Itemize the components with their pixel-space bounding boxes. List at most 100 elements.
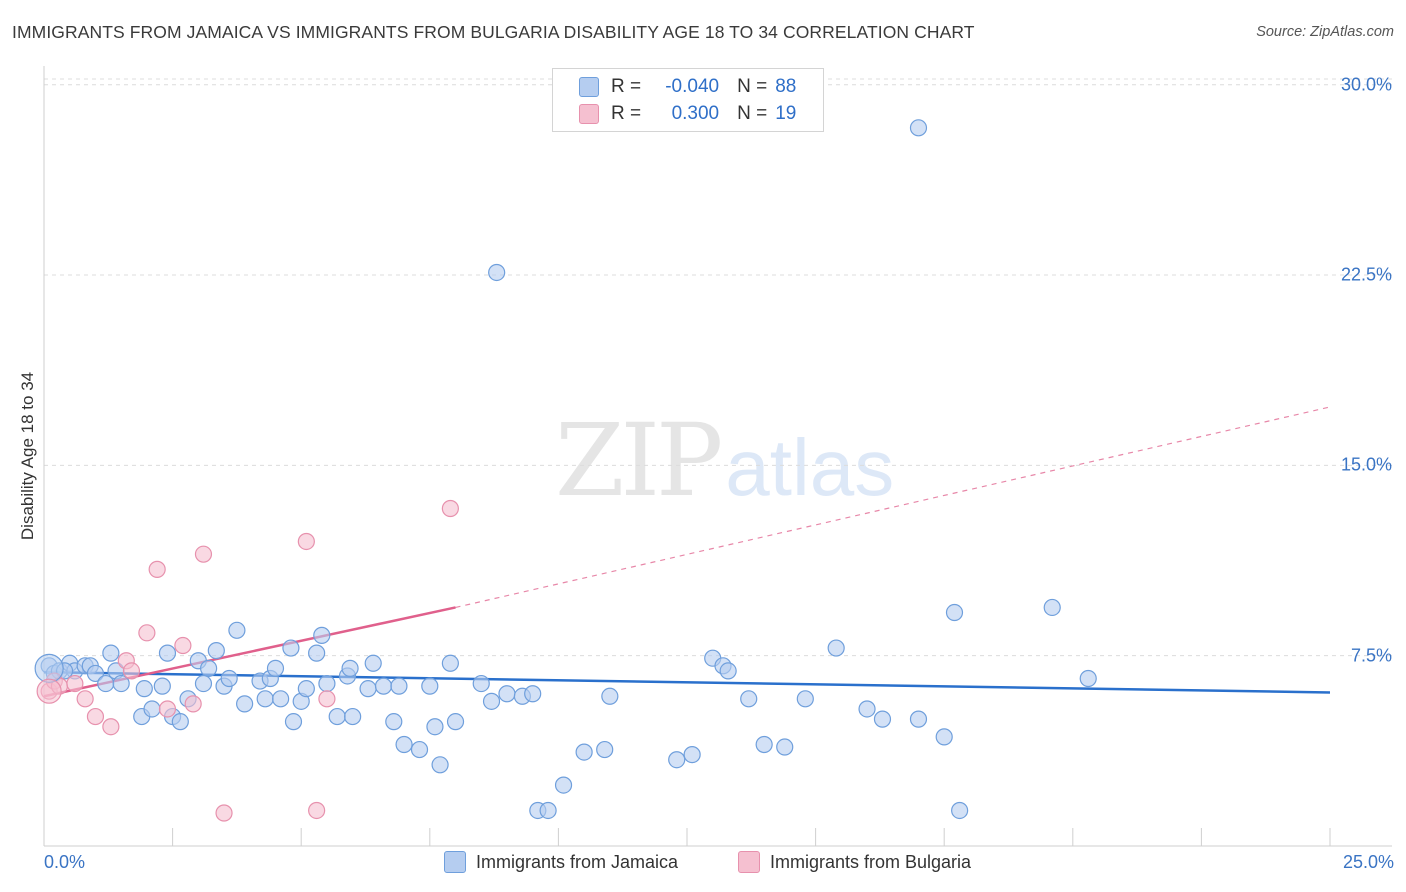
jamaica-point (858, 700, 876, 718)
jamaica-point (374, 677, 393, 695)
jamaica-point (220, 669, 238, 688)
jamaica-point (755, 735, 773, 754)
legend-n-label: N = (737, 103, 768, 124)
jamaica-point (873, 710, 892, 728)
jamaica-point (341, 659, 359, 677)
bulgaria-point (308, 801, 326, 820)
jamaica-point (143, 700, 161, 718)
chart-title: IMMIGRANTS FROM JAMAICA VS IMMIGRANTS FR… (12, 22, 975, 42)
jamaica-point (796, 690, 814, 708)
legend-r-value: 0.300 (671, 103, 720, 124)
correlation-legend: R = -0.040 N = 88 R = 0.300 N = 19 (552, 68, 824, 132)
jamaica-point (951, 801, 969, 820)
jamaica-point (344, 707, 362, 726)
bottom-legend-swatch-jamaica (444, 851, 466, 873)
jamaica-point (498, 685, 516, 703)
bottom-legend-label-bulgaria: Immigrants from Bulgaria (770, 851, 972, 872)
jamaica-point (719, 662, 737, 680)
jamaica-point (421, 677, 439, 695)
bulgaria-point (138, 624, 156, 642)
y-axis-label: Disability Age 18 to 34 (18, 371, 37, 541)
jamaica-point (539, 801, 557, 820)
jamaica-point (683, 746, 701, 764)
legend-swatch-bulgaria (579, 104, 599, 124)
jamaica-point (200, 659, 218, 677)
jamaica-point (228, 621, 246, 639)
jamaica-point (410, 740, 429, 759)
jamaica-point (740, 690, 758, 708)
bulgaria-point (215, 804, 233, 822)
jamaica-point (171, 713, 189, 731)
jamaica-point (194, 674, 213, 693)
legend-r-value: -0.040 (665, 76, 720, 97)
source-credit: Source: ZipAtlas.com (1256, 24, 1394, 40)
jamaica-point (102, 644, 120, 662)
jamaica-point (776, 738, 794, 756)
jamaica-point (282, 639, 300, 657)
bulgaria-point (441, 499, 459, 518)
legend-row-bulgaria: R = 0.300 N = 19 (579, 102, 796, 126)
bulgaria-point (36, 678, 62, 704)
bulgaria-point (102, 718, 120, 736)
jamaica-point (385, 713, 403, 731)
trend-lines (43, 406, 1331, 698)
jamaica-point (601, 687, 619, 705)
jamaica-point (441, 654, 459, 672)
y-tick-label: 15.0% (1340, 454, 1392, 475)
y-tick-label: 7.5% (1350, 645, 1392, 666)
legend-n-label: N = (737, 76, 768, 97)
jamaica-point (112, 674, 130, 693)
legend-swatch-jamaica (579, 77, 599, 97)
legend-r-label: R = (611, 103, 642, 124)
bulgaria-point (184, 695, 202, 713)
jamaica-point (431, 756, 449, 774)
jamaica-point (34, 653, 64, 683)
axes (43, 66, 1392, 847)
jamaica-point (313, 626, 331, 644)
jamaica-point (945, 603, 964, 622)
jamaica-point (524, 685, 542, 703)
x-tick-label-max: 25.0% (1342, 852, 1394, 872)
gridlines (44, 78, 1392, 657)
bulgaria-point (76, 690, 94, 708)
jamaica-point (668, 751, 686, 769)
jamaica-point (359, 680, 377, 698)
jamaica-point (256, 690, 274, 708)
jamaica-point (318, 674, 336, 693)
bulgaria-point (148, 560, 166, 578)
jamaica-point (446, 713, 465, 731)
y-tick-label: 22.5% (1340, 264, 1392, 285)
bottom-legend-jamaica: Immigrants from Jamaica (444, 851, 678, 873)
jamaica-point (390, 677, 408, 695)
bulgaria-point (158, 700, 177, 718)
bulgaria-point (174, 636, 192, 655)
jamaica-point (284, 713, 303, 731)
jamaica-point (909, 119, 928, 137)
bulgaria-point (297, 532, 315, 551)
bulgaria-point (318, 690, 336, 708)
jamaica-point (328, 707, 346, 726)
jamaica-point (364, 654, 382, 672)
jamaica-point (575, 743, 593, 761)
bulgaria-point (86, 707, 105, 726)
data-points (34, 119, 1097, 822)
legend-n-value: 88 (775, 76, 797, 97)
jamaica-point (207, 641, 225, 660)
bulgaria-point (122, 662, 141, 680)
jamaica-point (135, 680, 153, 698)
jamaica-point (158, 644, 177, 662)
legend-row-jamaica: R = -0.040 N = 88 (579, 75, 796, 99)
bottom-legend-label-jamaica: Immigrants from Jamaica (476, 851, 679, 872)
jamaica-point (272, 690, 290, 708)
y-tick-label: 30.0% (1340, 74, 1392, 95)
jamaica-point (554, 776, 573, 794)
jamaica-point (266, 659, 285, 677)
jamaica-point (297, 680, 315, 698)
jamaica-point (827, 639, 845, 657)
bulgaria-point (66, 674, 84, 693)
jamaica-point (86, 664, 105, 683)
jamaica-point (596, 740, 614, 759)
jamaica-point (935, 728, 953, 746)
bulgaria-point (194, 545, 213, 563)
